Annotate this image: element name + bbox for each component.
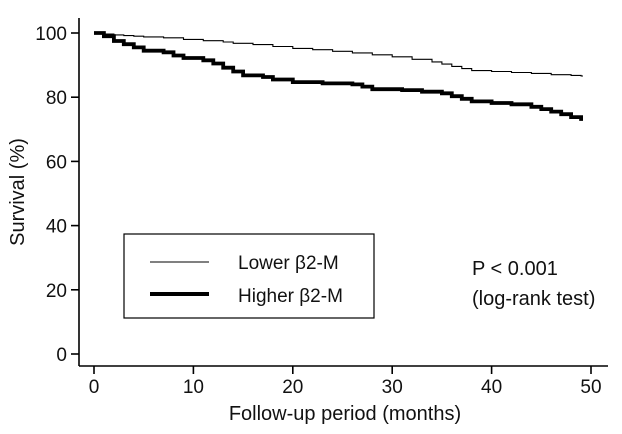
- x-tick-label: 40: [481, 377, 502, 398]
- legend-label-lower: Lower β2-M: [238, 253, 339, 274]
- x-axis-ticks: 0 10 20 30 40 50: [89, 366, 602, 398]
- y-tick-label: 60: [46, 152, 67, 173]
- series-line-higher: [94, 31, 583, 121]
- y-tick-label: 80: [46, 88, 67, 109]
- x-tick-label: 50: [580, 377, 601, 398]
- series-layer: [94, 31, 583, 121]
- test-name-annotation: (log-rank test): [472, 288, 595, 310]
- y-tick-label: 20: [46, 281, 67, 302]
- x-tick-label: 20: [282, 377, 303, 398]
- p-value-annotation: P < 0.001: [472, 258, 558, 280]
- x-tick-label: 10: [183, 377, 204, 398]
- x-tick-label: 0: [89, 377, 100, 398]
- series-line-lower: [94, 32, 583, 77]
- y-axis-label: Survival (%): [7, 138, 29, 246]
- y-tick-label: 40: [46, 217, 67, 238]
- legend-box: [123, 233, 375, 319]
- legend-label-higher: Higher β2-M: [238, 286, 343, 307]
- legend: Lower β2-M Higher β2-M: [123, 233, 375, 319]
- y-axis-ticks: 0 20 40 60 80 100: [35, 24, 79, 366]
- x-tick-label: 30: [382, 377, 403, 398]
- y-tick-label: 0: [56, 345, 67, 366]
- x-axis-label: Follow-up period (months): [229, 403, 461, 425]
- y-tick-label: 100: [35, 24, 67, 45]
